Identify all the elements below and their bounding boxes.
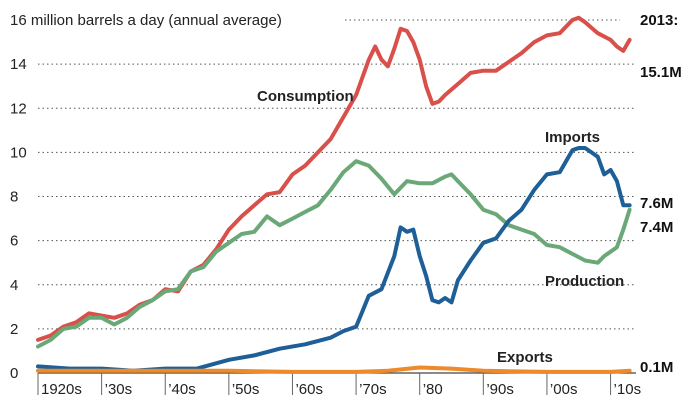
x-tick-label: ’40s [168, 381, 196, 398]
end-year-label: 2013: [640, 12, 678, 29]
x-tick-label: ’30s [105, 381, 133, 398]
series-line-imports [36, 146, 632, 373]
y-axis: 0 2 4 6 8 10 12 14 16 million barrels a day (ann… [10, 12, 282, 382]
x-tick-label: ’10s [614, 381, 642, 398]
x-tick-label: ’50s [232, 381, 260, 398]
y-tick-label: 10 [10, 144, 27, 161]
end-value-consumption: 15.1M [640, 64, 682, 81]
series-name-imports: Imports [545, 129, 600, 146]
y-tick-label: 0 [10, 365, 18, 382]
x-axis: 1920s ’30s ’40s ’50s ’60s ’70s ’80 ’90s ’00s ’10s [37, 373, 642, 398]
grid [38, 19, 636, 374]
series-name-production: Production [545, 273, 624, 290]
end-value-production: 7.4M [640, 219, 673, 236]
end-value-exports: 0.1M [640, 359, 673, 376]
x-tick-label: ’00s [550, 381, 578, 398]
end-value-imports: 7.6M [640, 195, 673, 212]
series-line-exports [36, 365, 632, 374]
series-name-exports: Exports [497, 349, 553, 366]
y-tick-label: 16 million barrels a day (annual average… [10, 12, 282, 29]
y-tick-label: 14 [10, 56, 27, 73]
x-tick-label: ’80 [423, 381, 443, 398]
x-tick-label: ’90s [486, 381, 514, 398]
x-tick-label: 1920s [41, 381, 82, 398]
y-tick-label: 4 [10, 277, 18, 294]
y-tick-label: 12 [10, 100, 27, 117]
y-tick-label: 2 [10, 321, 18, 338]
series-labels: Consumption 15.1M Production 7.4M Imports 7.6… [257, 12, 682, 376]
series-line-production [36, 159, 632, 349]
y-tick-label: 6 [10, 233, 18, 250]
series-name-consumption: Consumption [257, 88, 354, 105]
y-tick-label: 8 [10, 189, 18, 206]
series-lines [36, 15, 632, 374]
x-tick-label: ’70s [359, 381, 387, 398]
x-tick-label: ’60s [295, 381, 323, 398]
